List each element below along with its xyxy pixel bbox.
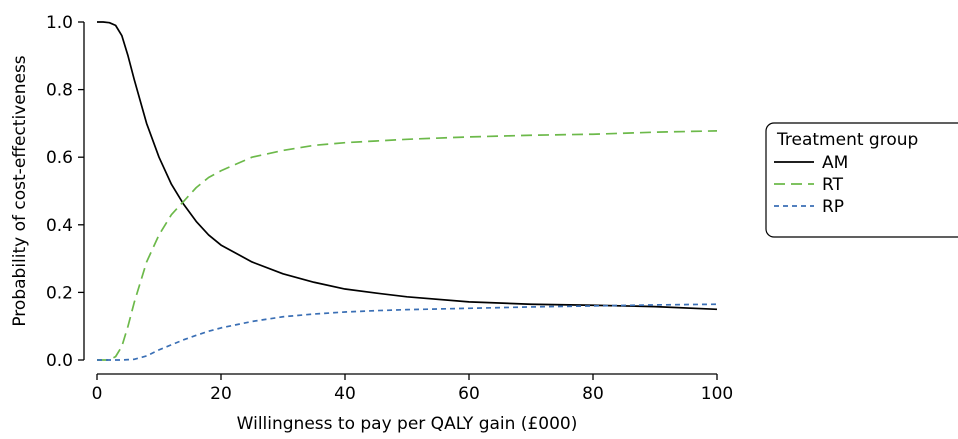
y-tick-label: 0.0: [46, 351, 73, 371]
x-tick-label: 0: [92, 384, 103, 404]
axes: 0.0 0.2 0.4 0.6 0.8 1.0 0 20 40 60 80 100: [46, 13, 733, 404]
legend-label-am: AM: [822, 153, 848, 173]
series-line-rp: [97, 303, 718, 361]
y-axis-title: Probability of cost-effectiveness: [10, 55, 30, 326]
series-line-rt: [97, 129, 718, 361]
x-axis-title: Willingness to pay per QALY gain (£000): [237, 414, 578, 434]
y-tick-label: 0.2: [46, 283, 73, 303]
plot-area: [97, 21, 718, 361]
y-tick-label: 0.8: [46, 81, 73, 101]
y-tick-label: 0.4: [46, 216, 73, 236]
x-tick-label: 100: [701, 384, 733, 404]
y-tick-label: 1.0: [46, 13, 73, 33]
legend-box: [765, 122, 958, 238]
x-tick-label: 60: [458, 384, 480, 404]
series-line-am: [97, 21, 718, 311]
legend-label-rp: RP: [822, 197, 844, 217]
y-tick-label: 0.6: [46, 148, 73, 168]
x-tick-label: 40: [334, 384, 356, 404]
legend-label-rt: RT: [822, 175, 844, 195]
x-tick-label: 80: [582, 384, 604, 404]
legend-title: Treatment group: [776, 130, 918, 150]
x-tick-label: 20: [210, 384, 232, 404]
